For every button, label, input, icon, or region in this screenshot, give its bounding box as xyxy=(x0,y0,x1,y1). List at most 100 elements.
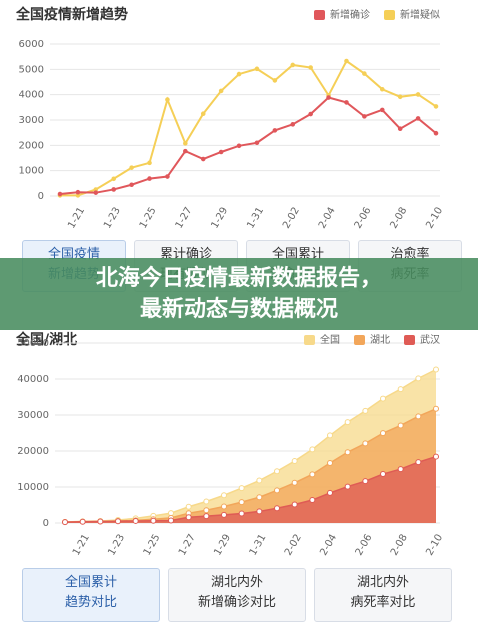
point xyxy=(415,459,422,466)
point xyxy=(165,97,170,102)
banner-line: 最新动态与数据概况 xyxy=(139,297,338,322)
y-tick-label: 30000 xyxy=(17,410,49,421)
legend-swatch xyxy=(384,10,395,20)
point xyxy=(379,86,385,92)
point xyxy=(221,511,227,518)
x-tick-label: 1-23 xyxy=(102,206,123,231)
x-tick-label: 1-21 xyxy=(71,533,92,558)
point xyxy=(221,492,227,499)
point xyxy=(147,160,152,166)
point xyxy=(238,510,245,517)
legend-swatch xyxy=(304,335,315,345)
point xyxy=(379,107,385,113)
legend-swatch xyxy=(354,335,365,345)
point xyxy=(238,485,245,492)
point xyxy=(75,189,81,195)
point xyxy=(272,128,278,133)
y-tick-label: 20000 xyxy=(17,446,49,457)
point xyxy=(290,62,296,68)
point xyxy=(256,477,263,484)
point xyxy=(62,519,68,526)
point xyxy=(236,143,242,149)
point xyxy=(221,503,227,510)
point xyxy=(150,517,157,524)
point xyxy=(433,130,439,136)
point xyxy=(415,116,421,121)
legend-label: 湖北 xyxy=(370,334,390,346)
point xyxy=(254,66,260,72)
line xyxy=(64,368,437,523)
point xyxy=(362,114,367,119)
x-tick-label: 2-02 xyxy=(281,206,302,231)
point xyxy=(344,58,349,64)
point xyxy=(380,430,386,437)
tab-label: 湖北内外 xyxy=(210,575,263,590)
y-tick-label: 6000 xyxy=(19,39,44,50)
tab[interactable]: 湖北内外新增确诊对比 xyxy=(168,568,306,622)
x-tick-label: 2-02 xyxy=(283,533,304,558)
x-tick-label: 2-06 xyxy=(354,533,375,558)
line xyxy=(59,59,437,197)
x-tick-label: 1-31 xyxy=(248,533,269,558)
point xyxy=(291,501,298,508)
point xyxy=(168,517,174,524)
point xyxy=(291,479,298,486)
y-tick-label: 2000 xyxy=(19,140,44,151)
point xyxy=(291,458,298,465)
point xyxy=(362,440,369,447)
y-tick-label: 40000 xyxy=(17,374,49,385)
point xyxy=(274,487,280,494)
y-tick-label: 1000 xyxy=(19,166,44,177)
x-tick-label: 2-06 xyxy=(353,206,374,231)
point xyxy=(415,413,422,420)
point xyxy=(380,395,386,402)
point xyxy=(308,111,313,117)
point xyxy=(115,518,121,525)
point xyxy=(433,366,439,373)
tab[interactable]: 湖北内外 病死率对比 xyxy=(314,568,452,622)
point xyxy=(185,514,192,521)
point xyxy=(97,518,104,525)
point xyxy=(397,126,403,132)
point xyxy=(200,156,206,162)
point xyxy=(344,483,351,490)
x-tick-label: 1-27 xyxy=(177,533,198,558)
tab-label: 湖北内外 xyxy=(356,575,409,590)
point xyxy=(397,422,404,429)
y-tick-label: 4000 xyxy=(19,90,44,101)
x-tick-label: 1-27 xyxy=(174,206,195,231)
area xyxy=(65,456,436,523)
point xyxy=(327,489,333,496)
x-tick-label: 2-10 xyxy=(424,206,445,231)
point xyxy=(309,497,316,504)
legend-label: 新增确诊 xyxy=(330,8,370,21)
tab[interactable]: 全国累计 趋势对比 xyxy=(22,568,160,622)
x-tick-label: 2-04 xyxy=(318,533,339,558)
line xyxy=(59,96,437,196)
x-tick-label: 2-08 xyxy=(389,533,410,558)
point xyxy=(309,446,316,453)
point xyxy=(362,71,367,76)
point xyxy=(218,88,224,94)
point xyxy=(203,513,210,520)
x-tick-label: 1-29 xyxy=(209,206,230,231)
point xyxy=(256,508,263,515)
point xyxy=(218,149,224,155)
point xyxy=(433,405,439,412)
y-tick-label: 5000 xyxy=(19,64,44,75)
point xyxy=(129,182,134,188)
point xyxy=(254,140,260,146)
x-tick-label: 1-25 xyxy=(142,533,163,558)
point xyxy=(132,517,139,524)
point xyxy=(57,191,63,197)
tab-label: 趋势对比 xyxy=(64,595,117,610)
tab-label: 新增确诊对比 xyxy=(197,595,276,610)
point xyxy=(147,176,152,181)
legend-label: 武汉 xyxy=(420,333,440,346)
y-tick-label: 0 xyxy=(38,191,44,202)
point xyxy=(203,498,210,505)
banner-line: 北海今日疫情最新数据报告， xyxy=(95,266,382,291)
point xyxy=(415,375,422,382)
x-tick-label: 2-08 xyxy=(389,206,410,231)
